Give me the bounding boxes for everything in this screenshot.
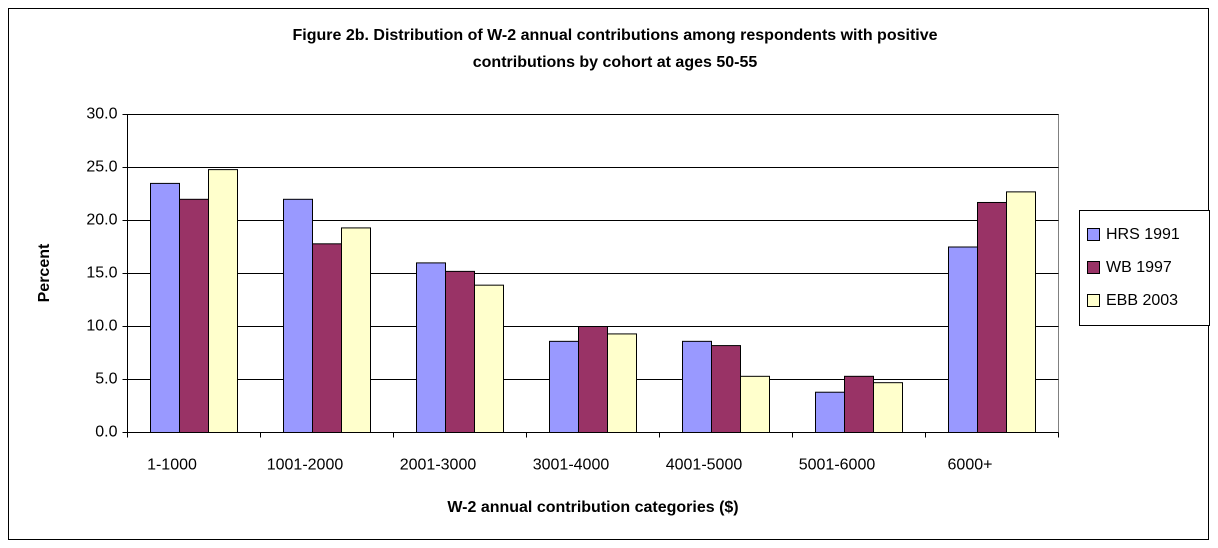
legend-swatch [1087, 294, 1100, 307]
bar [977, 201, 1007, 433]
bar [208, 169, 238, 433]
bar [948, 246, 978, 433]
bar [150, 182, 180, 433]
legend-label: HRS 1991 [1106, 226, 1180, 243]
legend-swatch [1087, 228, 1100, 241]
x-tick-label: 2001-3000 [400, 457, 477, 474]
bar [682, 340, 712, 433]
bar [341, 227, 371, 433]
y-tick-label: 5.0 [95, 371, 117, 388]
bar [873, 382, 903, 433]
y-axis-title: Percent [36, 243, 53, 302]
bar [474, 284, 504, 433]
legend-swatch [1087, 261, 1100, 274]
bar [711, 345, 741, 433]
x-axis-title: W-2 annual contribution categories ($) [447, 499, 738, 516]
bar [844, 375, 874, 434]
chart-title: contributions by cohort at ages 50-55 [473, 54, 758, 71]
y-tick-label: 20.0 [86, 212, 117, 229]
chart-title: Figure 2b. Distribution of W-2 annual co… [292, 27, 937, 44]
bar [416, 262, 446, 433]
x-tick-label: 5001-6000 [799, 457, 876, 474]
x-tick-label: 3001-4000 [533, 457, 610, 474]
bar [445, 270, 475, 433]
bar [815, 391, 845, 433]
x-tick-label: 4001-5000 [666, 457, 743, 474]
legend [1079, 210, 1210, 326]
bar [312, 243, 342, 433]
y-tick-label: 25.0 [86, 159, 117, 176]
bar [607, 333, 637, 434]
bar [283, 198, 313, 433]
bar [179, 198, 209, 433]
bar [578, 326, 608, 433]
y-tick-label: 10.0 [86, 318, 117, 335]
legend-label: WB 1997 [1106, 259, 1172, 276]
bar [740, 375, 770, 434]
bar [549, 340, 579, 433]
x-tick-label: 1001-2000 [267, 457, 344, 474]
x-tick-label: 1-1000 [147, 457, 197, 474]
y-tick-label: 15.0 [86, 265, 117, 282]
bar [1006, 191, 1036, 433]
y-tick-label: 0.0 [95, 424, 117, 441]
legend-label: EBB 2003 [1106, 292, 1178, 309]
y-tick-label: 30.0 [86, 106, 117, 123]
x-tick-label: 6000+ [948, 457, 993, 474]
